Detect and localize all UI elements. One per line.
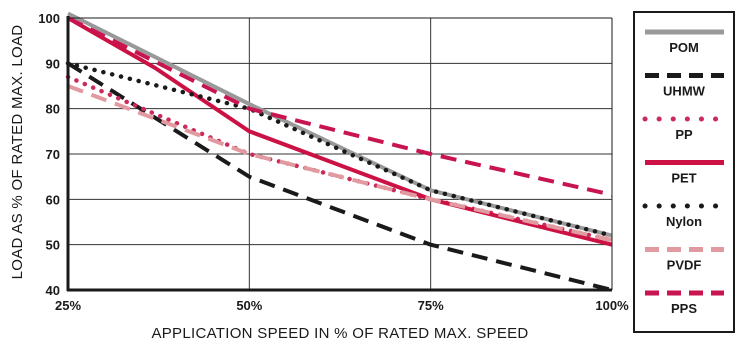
legend-label-pet: PET [671, 171, 696, 186]
y-tick-label: 90 [46, 56, 60, 71]
y-tick-label: 70 [46, 147, 60, 162]
legend-item-pps: PPS [645, 290, 724, 316]
x-tick-label: 100% [595, 298, 629, 313]
legend: POM UHMW PP PET Nylon PVDF PPS [633, 11, 735, 333]
legend-label-pvdf: PVDF [667, 258, 702, 273]
x-tick-label: 25% [55, 298, 81, 313]
y-tick-label: 50 [46, 238, 60, 253]
legend-label-nylon: Nylon [666, 214, 702, 229]
legend-item-uhmw: UHMW [645, 73, 724, 99]
legend-item-pom: POM [645, 29, 724, 55]
legend-item-pp: PP [642, 116, 727, 142]
legend-label-uhmw: UHMW [663, 84, 706, 99]
y-tick-label: 80 [46, 102, 60, 117]
legend-item-pet: PET [645, 160, 724, 186]
y-tick-label: 60 [46, 192, 60, 207]
x-tick-label: 50% [236, 298, 262, 313]
series-line-pet [67, 16, 613, 247]
y-tick-label: 100 [38, 11, 60, 26]
series-line-pps [67, 16, 613, 197]
series-line-pom [67, 11, 613, 238]
series-line-pvdf [67, 84, 613, 243]
legend-label-pps: PPS [671, 301, 697, 316]
y-axis-title: LOAD AS % OF RATED MAX. LOAD [9, 25, 26, 280]
legend-label-pom: POM [669, 40, 699, 55]
legend-item-pvdf: PVDF [645, 247, 724, 273]
legend-box [633, 11, 735, 333]
plot-frame [66, 16, 613, 292]
x-tick-label: 75% [418, 298, 444, 313]
y-tick-label: 40 [46, 283, 60, 298]
series-line-uhmw [66, 61, 613, 292]
plot-grid [68, 18, 612, 290]
x-axis-title: APPLICATION SPEED IN % OF RATED MAX. SPE… [151, 325, 528, 342]
legend-item-nylon: Nylon [642, 203, 727, 229]
tick-labels: 40 50 60 70 80 90 100 25% 50% 75% 100% [38, 11, 629, 313]
series-layer [65, 11, 615, 292]
legend-label-pp: PP [675, 127, 693, 142]
